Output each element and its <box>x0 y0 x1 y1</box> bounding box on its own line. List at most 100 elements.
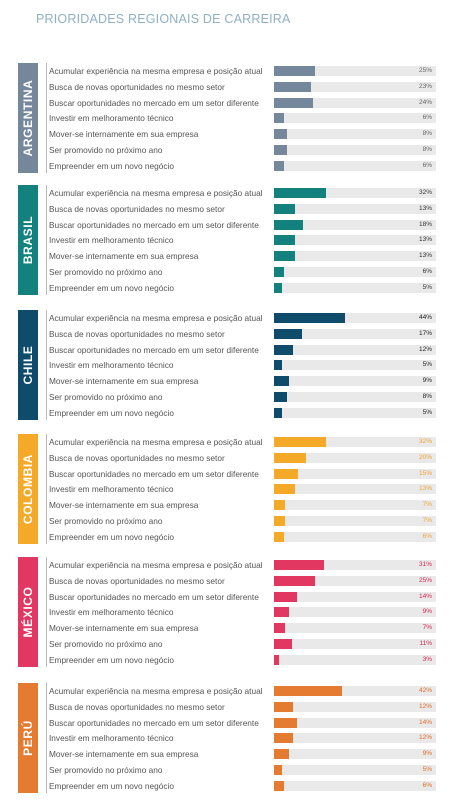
bar-track: 7% <box>274 500 436 511</box>
bar-row: Acumular experiência na mesma empresa e … <box>18 436 443 450</box>
bar-track: 24% <box>274 97 436 108</box>
bar <box>274 313 346 323</box>
value-label: 12% <box>418 734 432 742</box>
bar <box>274 328 302 339</box>
bar-track: 5% <box>274 765 436 775</box>
category-label: Busca de novas oportunidades no mesmo se… <box>49 328 225 339</box>
category-label: Ser promovido no próximo ano <box>49 392 163 402</box>
bar <box>274 282 283 293</box>
category-label: Mover-se internamente em sua empresa <box>49 500 199 511</box>
category-label: Buscar oportunidades no mercado em um se… <box>49 468 259 479</box>
bar-row: Empreender em um novo negócio 6% <box>18 160 443 174</box>
value-label: 5% <box>422 361 432 369</box>
value-label: 24% <box>418 98 432 106</box>
bar-row: Investir em melhoramento técnico 13% <box>18 483 443 497</box>
bar-row: Mover-se internamente em sua empresa 9% <box>18 375 443 389</box>
category-label: Empreender em um novo negócio <box>49 282 174 293</box>
category-label: Empreender em um novo negócio <box>49 160 174 171</box>
bar-track: 31% <box>274 560 436 570</box>
bar-track: 12% <box>274 344 436 355</box>
bar-track: 8% <box>274 129 436 140</box>
bar <box>274 639 292 649</box>
bar-row: Busca de novas oportunidades no mesmo se… <box>18 452 443 466</box>
bar-row: Ser promovido no próximo ano 11% <box>18 638 443 652</box>
bar <box>274 500 286 511</box>
bar <box>274 267 284 277</box>
category-label: Mover-se internamente em sua empresa <box>49 749 199 760</box>
bar-track: 6% <box>274 531 436 542</box>
country-tab: MÉXICO <box>18 557 38 667</box>
bar <box>274 360 283 371</box>
divider <box>46 557 47 667</box>
bar-row: Investir em melhoramento técnico 5% <box>18 359 443 373</box>
value-label: 8% <box>422 146 432 153</box>
value-label: 5% <box>422 283 432 291</box>
value-label: 3% <box>422 655 432 663</box>
bar-row: Empreender em um novo negócio 6% <box>18 531 443 545</box>
value-label: 25% <box>418 576 432 584</box>
bar-row: Empreender em um novo negócio 3% <box>18 654 443 668</box>
country-tab: ARGENTINA <box>18 63 38 173</box>
bar <box>274 219 304 230</box>
bar-row: Ser promovido no próximo ano 7% <box>18 515 443 529</box>
bar-row: Busca de novas oportunidades no mesmo se… <box>18 203 443 217</box>
category-label: Investir em melhoramento técnico <box>49 484 174 495</box>
category-label: Empreender em um novo negócio <box>49 654 174 665</box>
bar-row: Investir em melhoramento técnico 12% <box>18 732 443 746</box>
category-label: Acumular experiência na mesma empresa e … <box>49 66 263 76</box>
value-label: 44% <box>418 314 432 321</box>
country-panel: PERÚ Acumular experiência na mesma empres… <box>18 683 443 793</box>
value-label: 32% <box>418 438 432 445</box>
bar-track: 8% <box>274 145 436 155</box>
bar <box>274 484 296 495</box>
bar-row: Mover-se internamente em sua empresa 7% <box>18 499 443 513</box>
bar <box>274 437 326 447</box>
country-tab: CHILE <box>18 310 38 420</box>
bar <box>274 516 286 526</box>
bar-row: Buscar oportunidades no mercado em um se… <box>18 219 443 233</box>
category-label: Investir em melhoramento técnico <box>49 113 174 124</box>
bar <box>274 97 313 108</box>
bar <box>274 560 325 570</box>
category-label: Mover-se internamente em sua empresa <box>49 251 199 262</box>
bar-row: Ser promovido no próximo ano 8% <box>18 144 443 158</box>
bar-row: Busca de novas oportunidades no mesmo se… <box>18 701 443 715</box>
bar-row: Busca de novas oportunidades no mesmo se… <box>18 328 443 342</box>
value-label: 14% <box>418 592 432 600</box>
bar <box>274 235 296 246</box>
value-label: 9% <box>422 750 432 758</box>
value-label: 6% <box>422 532 432 540</box>
category-label: Buscar oportunidades no mercado em um se… <box>49 97 259 108</box>
divider <box>46 310 47 420</box>
bar <box>274 407 283 418</box>
bar <box>274 733 294 744</box>
category-label: Ser promovido no próximo ano <box>49 765 163 775</box>
country-panel: COLOMBIA Acumular experiência na mesma em… <box>18 434 443 544</box>
value-label: 23% <box>418 82 432 90</box>
category-label: Mover-se internamente em sua empresa <box>49 376 199 387</box>
bar-track: 7% <box>274 623 436 634</box>
country-tab: COLOMBIA <box>18 434 38 544</box>
bar <box>274 749 289 760</box>
bar-track: 13% <box>274 251 436 262</box>
category-label: Mover-se internamente em sua empresa <box>49 129 199 140</box>
divider <box>46 683 47 793</box>
bar-row: Busca de novas oportunidades no mesmo se… <box>18 575 443 589</box>
bar <box>274 251 296 262</box>
bar-row: Mover-se internamente em sua empresa 7% <box>18 622 443 636</box>
category-label: Investir em melhoramento técnico <box>49 235 174 246</box>
bar-row: Buscar oportunidades no mercado em um se… <box>18 344 443 358</box>
bar-track: 12% <box>274 701 436 712</box>
category-label: Mover-se internamente em sua empresa <box>49 623 199 634</box>
bar-track: 18% <box>274 219 436 230</box>
bar <box>274 531 284 542</box>
bar-track: 8% <box>274 392 436 402</box>
bar <box>274 654 279 665</box>
bar-row: Mover-se internamente em sua empresa 13% <box>18 250 443 264</box>
value-label: 18% <box>418 220 432 228</box>
bar-track: 13% <box>274 484 436 495</box>
bar-row: Investir em melhoramento técnico 9% <box>18 606 443 620</box>
category-label: Ser promovido no próximo ano <box>49 516 163 526</box>
value-label: 31% <box>418 561 432 568</box>
bar <box>274 591 297 602</box>
